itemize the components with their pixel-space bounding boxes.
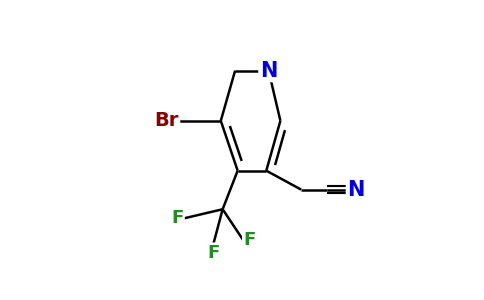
- Text: F: F: [171, 209, 183, 227]
- Text: Br: Br: [154, 111, 179, 130]
- Text: N: N: [260, 61, 277, 81]
- Text: F: F: [207, 244, 220, 262]
- Text: F: F: [243, 231, 256, 249]
- Text: N: N: [348, 180, 365, 200]
